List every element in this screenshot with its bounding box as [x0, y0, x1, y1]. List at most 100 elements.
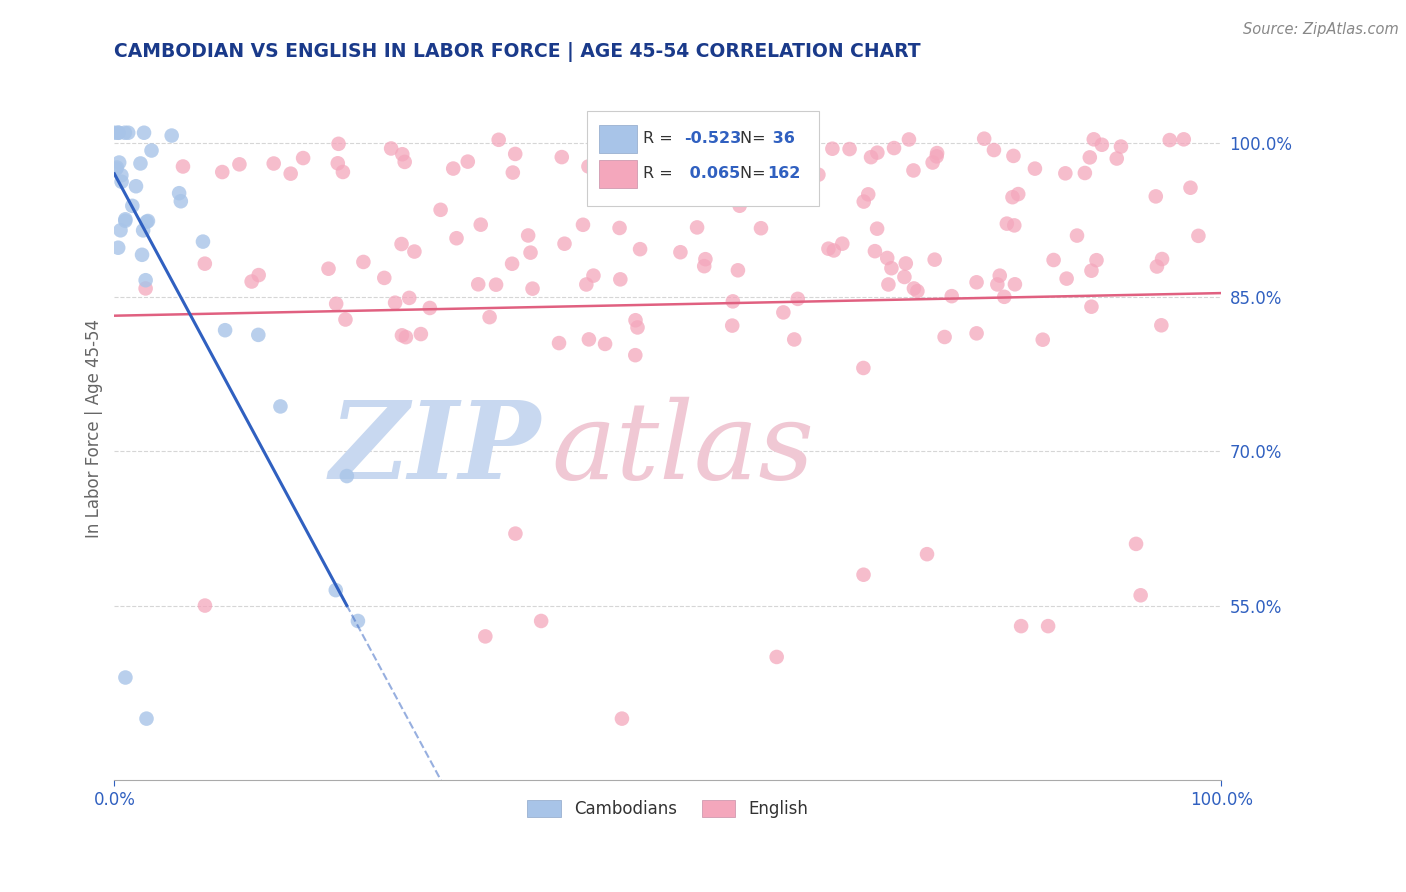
Point — [240, 275, 263, 289]
Point — [609, 272, 631, 286]
Point — [398, 291, 420, 305]
Point — [409, 327, 432, 342]
Point — [693, 259, 716, 273]
Point — [103, 126, 125, 140]
Point — [807, 168, 830, 182]
Point — [699, 166, 721, 180]
Point — [548, 336, 571, 351]
Point — [522, 282, 544, 296]
Point — [135, 273, 157, 287]
Point — [391, 328, 413, 343]
Point — [105, 161, 128, 175]
Point — [211, 165, 233, 179]
Point — [903, 281, 925, 295]
Point — [470, 218, 492, 232]
Point — [141, 144, 163, 158]
Point — [790, 153, 813, 168]
Point — [110, 175, 132, 189]
Point — [1129, 588, 1152, 602]
Point — [1056, 271, 1078, 285]
Point — [924, 252, 946, 267]
Point — [384, 295, 406, 310]
Point — [394, 155, 416, 169]
Point — [702, 157, 724, 171]
Point — [925, 146, 948, 161]
Point — [194, 599, 217, 613]
Point — [973, 131, 995, 145]
Point — [373, 271, 395, 285]
Point — [105, 161, 128, 176]
Point — [1109, 139, 1132, 153]
Point — [170, 194, 193, 209]
Text: 36: 36 — [768, 130, 796, 145]
Point — [883, 141, 905, 155]
Point — [758, 145, 780, 159]
Point — [352, 255, 374, 269]
Point — [530, 614, 553, 628]
Point — [686, 220, 709, 235]
Point — [925, 149, 948, 163]
Point — [624, 348, 647, 362]
Point — [332, 165, 354, 179]
Point — [863, 244, 886, 259]
Point — [578, 332, 600, 346]
Point — [941, 289, 963, 303]
Point — [336, 469, 359, 483]
Point — [247, 268, 270, 282]
Point — [986, 277, 1008, 292]
Point — [391, 147, 413, 161]
Point — [893, 270, 915, 285]
Point — [876, 251, 898, 265]
Point — [132, 126, 155, 140]
Point — [915, 547, 938, 561]
Point — [502, 165, 524, 179]
Point — [505, 526, 527, 541]
Point — [132, 223, 155, 237]
Point — [710, 153, 733, 167]
Point — [467, 277, 489, 292]
FancyBboxPatch shape — [599, 125, 637, 153]
Point — [624, 313, 647, 327]
Point — [852, 567, 875, 582]
Point — [610, 712, 633, 726]
Point — [429, 202, 451, 217]
Point — [1007, 187, 1029, 202]
Text: -0.523: -0.523 — [685, 130, 742, 145]
Point — [730, 149, 752, 163]
Point — [136, 214, 159, 228]
Point — [823, 244, 845, 258]
Point — [1054, 166, 1077, 180]
Point — [995, 217, 1018, 231]
Point — [419, 301, 441, 315]
Point — [582, 268, 605, 283]
Point — [1002, 149, 1025, 163]
Point — [1078, 150, 1101, 164]
Point — [821, 142, 844, 156]
Point — [1066, 228, 1088, 243]
Point — [1042, 252, 1064, 267]
Point — [1152, 252, 1174, 266]
FancyBboxPatch shape — [599, 160, 637, 188]
Text: atlas: atlas — [551, 397, 814, 502]
Point — [1083, 132, 1105, 146]
Point — [852, 361, 875, 376]
Point — [110, 169, 132, 183]
Point — [772, 305, 794, 319]
Text: 162: 162 — [768, 166, 801, 181]
Point — [1080, 263, 1102, 277]
Point — [721, 318, 744, 333]
Point — [247, 327, 270, 342]
Point — [700, 145, 723, 159]
Point — [966, 275, 988, 289]
Y-axis label: In Labor Force | Age 45-54: In Labor Force | Age 45-54 — [86, 318, 103, 538]
Point — [852, 194, 875, 209]
Point — [866, 221, 889, 235]
Point — [114, 214, 136, 228]
Point — [1105, 152, 1128, 166]
Point — [110, 223, 132, 237]
Text: ZIP: ZIP — [329, 396, 540, 502]
Point — [135, 215, 157, 229]
Text: N=: N= — [740, 130, 770, 145]
Point — [325, 583, 347, 598]
Point — [474, 629, 496, 643]
